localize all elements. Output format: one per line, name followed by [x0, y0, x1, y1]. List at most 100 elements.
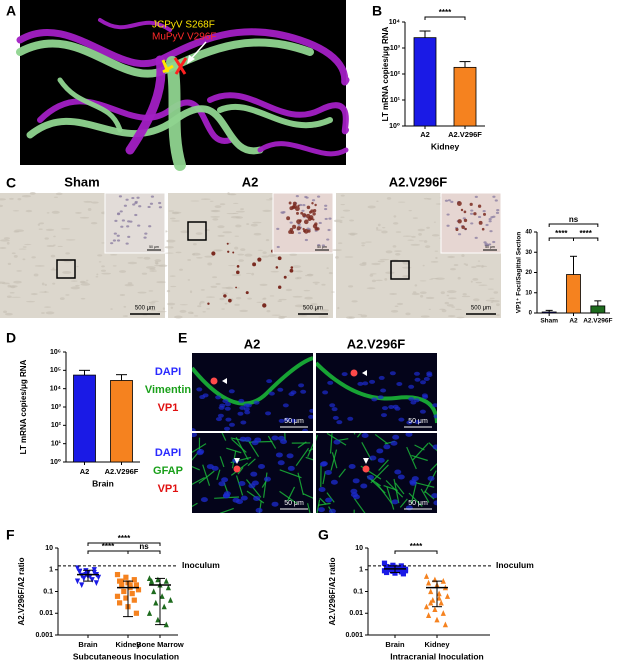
- texture: [389, 292, 398, 295]
- texture: [39, 291, 50, 293]
- texture: [496, 303, 500, 307]
- significance-label: ****: [102, 542, 115, 551]
- texture: [204, 229, 210, 232]
- nucleus: [321, 244, 326, 247]
- texture: [57, 245, 63, 248]
- texture: [190, 200, 200, 202]
- texture: [101, 265, 105, 268]
- texture: [75, 284, 80, 287]
- texture: [251, 272, 255, 276]
- texture: [238, 259, 244, 262]
- texture: [394, 305, 399, 308]
- texture: [154, 259, 162, 263]
- nucleus: [271, 435, 279, 441]
- data-point: [381, 560, 388, 566]
- texture: [294, 304, 305, 308]
- texture: [475, 264, 482, 268]
- nucleus: [482, 209, 486, 213]
- data-point: [119, 578, 125, 584]
- nucleus: [474, 236, 478, 239]
- data-point: [119, 583, 125, 589]
- texture: [3, 310, 8, 314]
- y-axis-label: A2.V296F/A2 ratio: [328, 557, 337, 625]
- gfap-fiber: [420, 488, 430, 503]
- texture: [375, 229, 383, 231]
- texture: [252, 221, 262, 224]
- texture: [205, 296, 216, 298]
- texture: [22, 258, 26, 261]
- texture: [0, 281, 6, 284]
- texture: [455, 308, 462, 311]
- column-title: A2: [242, 174, 259, 189]
- nucleus: [158, 206, 162, 209]
- nucleus: [215, 417, 222, 422]
- texture: [65, 239, 76, 241]
- texture: [46, 244, 55, 248]
- ribbon: [57, 77, 123, 133]
- texture: [472, 278, 479, 281]
- data-point: [167, 597, 174, 603]
- texture: [411, 292, 420, 296]
- y-tick-label: 10⁰: [389, 122, 400, 130]
- texture: [34, 265, 45, 267]
- y-tick-label: 0: [529, 311, 533, 317]
- texture: [382, 227, 386, 229]
- texture: [217, 225, 225, 229]
- nucleus: [488, 220, 492, 223]
- texture: [385, 271, 395, 274]
- image-background: [20, 0, 346, 165]
- nucleus: [432, 444, 437, 450]
- texture: [192, 243, 197, 246]
- nucleus: [411, 476, 419, 482]
- texture: [285, 288, 293, 292]
- gfap-fiber: [279, 490, 298, 505]
- panel-label: D: [6, 330, 16, 346]
- gfap-fiber: [374, 433, 389, 445]
- texture: [349, 219, 354, 222]
- x-tick-label: A2: [420, 130, 430, 139]
- nucleus: [278, 418, 285, 423]
- gfap-fiber: [326, 492, 335, 503]
- texture: [471, 266, 477, 269]
- gfap-fiber: [267, 435, 277, 449]
- texture: [193, 315, 199, 317]
- texture: [240, 208, 244, 211]
- gfap-fiber: [338, 438, 349, 441]
- nucleus: [149, 202, 154, 205]
- texture: [277, 300, 283, 303]
- y-tick-label: 0.01: [39, 610, 53, 617]
- nucleus: [489, 230, 493, 233]
- stain-focus: [460, 208, 464, 212]
- nucleus: [391, 499, 399, 505]
- fluorescence-image: 50 μm: [316, 433, 437, 513]
- texture: [26, 300, 36, 303]
- texture: [487, 288, 494, 290]
- x-tick-label: A2.V296F: [448, 130, 482, 139]
- nucleus: [277, 387, 284, 392]
- texture: [234, 235, 239, 237]
- gfap-fiber: [326, 433, 347, 446]
- texture: [292, 295, 303, 298]
- texture: [162, 307, 165, 310]
- texture: [265, 199, 272, 201]
- texture: [70, 280, 78, 282]
- texture: [318, 316, 329, 318]
- texture: [157, 311, 167, 313]
- nucleus: [298, 383, 305, 388]
- x-axis-label: Kidney: [431, 141, 460, 151]
- texture: [266, 309, 271, 313]
- texture: [447, 315, 456, 318]
- image-content: [192, 356, 313, 431]
- vimentin-stain: [316, 361, 437, 424]
- nucleus: [380, 388, 387, 393]
- significance-label: ns: [139, 542, 149, 551]
- nucleus: [317, 243, 321, 247]
- micrograph: 50 μm 500 μm: [332, 192, 502, 319]
- gfap-fiber: [412, 442, 429, 461]
- gfap-fiber: [411, 454, 428, 462]
- nucleus: [450, 200, 454, 204]
- panel-label: G: [318, 527, 329, 543]
- texture: [179, 309, 187, 313]
- texture: [360, 314, 368, 318]
- data-point: [123, 595, 129, 601]
